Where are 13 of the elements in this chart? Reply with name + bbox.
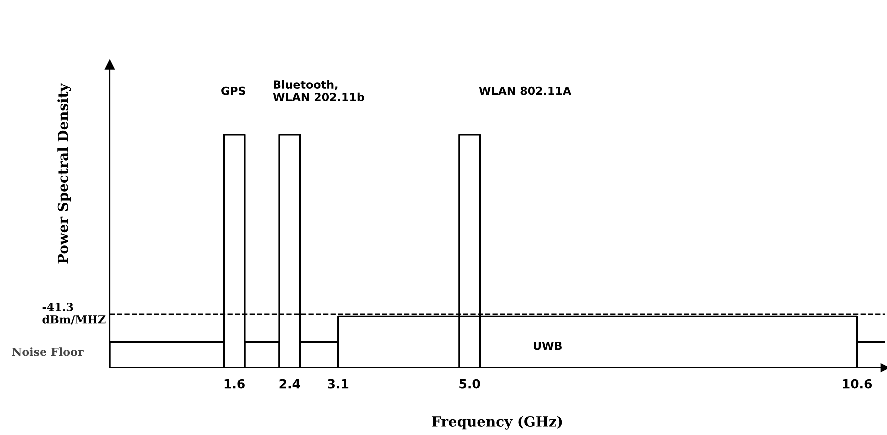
x-tick-label: 2.4 [280, 379, 300, 389]
x-tick-label: 10.6 [843, 379, 872, 389]
y-axis-title: Power Spectral Density [58, 83, 72, 264]
x-axis-title: Frequency (GHz) [432, 416, 562, 430]
text: WLAN 802.11A [479, 86, 572, 96]
annotation: UWB [534, 342, 562, 350]
x-tick-label: 5.0 [460, 379, 480, 389]
text: GPS [222, 86, 246, 96]
ref-line-label: -41.3 dBm/MHZ [42, 302, 106, 325]
x-tick-label: 3.1 [328, 379, 349, 389]
text: Noise Floor [12, 348, 84, 356]
text: Bluetooth, WLAN 202.11b [273, 80, 364, 102]
x-tick-label: 1.6 [224, 379, 245, 389]
